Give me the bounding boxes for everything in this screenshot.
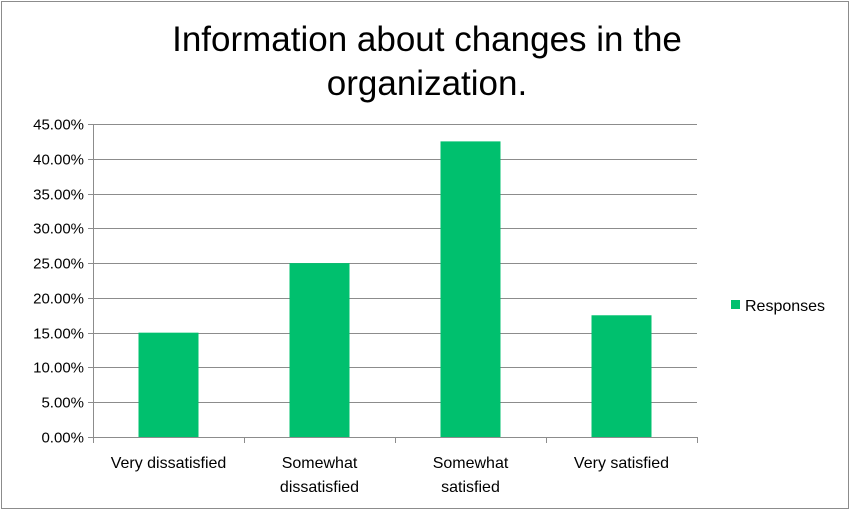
y-tick-label: 45.00% [33, 117, 84, 134]
y-tick-label: 30.00% [33, 221, 84, 238]
category-labels: Very dissatisfied Somewhat dissatisfied Som… [111, 455, 669, 496]
y-tick-label: 35.00% [33, 187, 84, 204]
y-tick-label: 0.00% [41, 430, 84, 447]
legend: Responses [731, 298, 825, 315]
y-tick-label: 25.00% [33, 256, 84, 273]
axes [88, 124, 698, 443]
y-tick-label: 15.00% [33, 326, 84, 343]
x-category-label: Very dissatisfied [111, 455, 227, 472]
bars [138, 141, 652, 437]
y-tick-label: 5.00% [41, 395, 84, 412]
bar [440, 141, 501, 437]
y-tick-label: 20.00% [33, 291, 84, 308]
y-tick-label: 40.00% [33, 152, 84, 169]
chart-title: Information about changes in the organiz… [172, 20, 682, 103]
x-category-label: Very satisfied [574, 455, 669, 472]
legend-swatch [731, 300, 740, 309]
x-category-label: Somewhat dissatisfied [280, 455, 359, 496]
x-category-label: Somewhat satisfied [433, 455, 509, 496]
bar [289, 263, 350, 437]
bar [591, 315, 652, 437]
y-tick-label: 10.00% [33, 360, 84, 377]
y-tick-labels: 0.00% 5.00% 10.00% 15.00% 20.00% 25.00% 30.00%… [33, 117, 84, 447]
legend-label: Responses [745, 298, 825, 315]
bar [138, 332, 199, 437]
